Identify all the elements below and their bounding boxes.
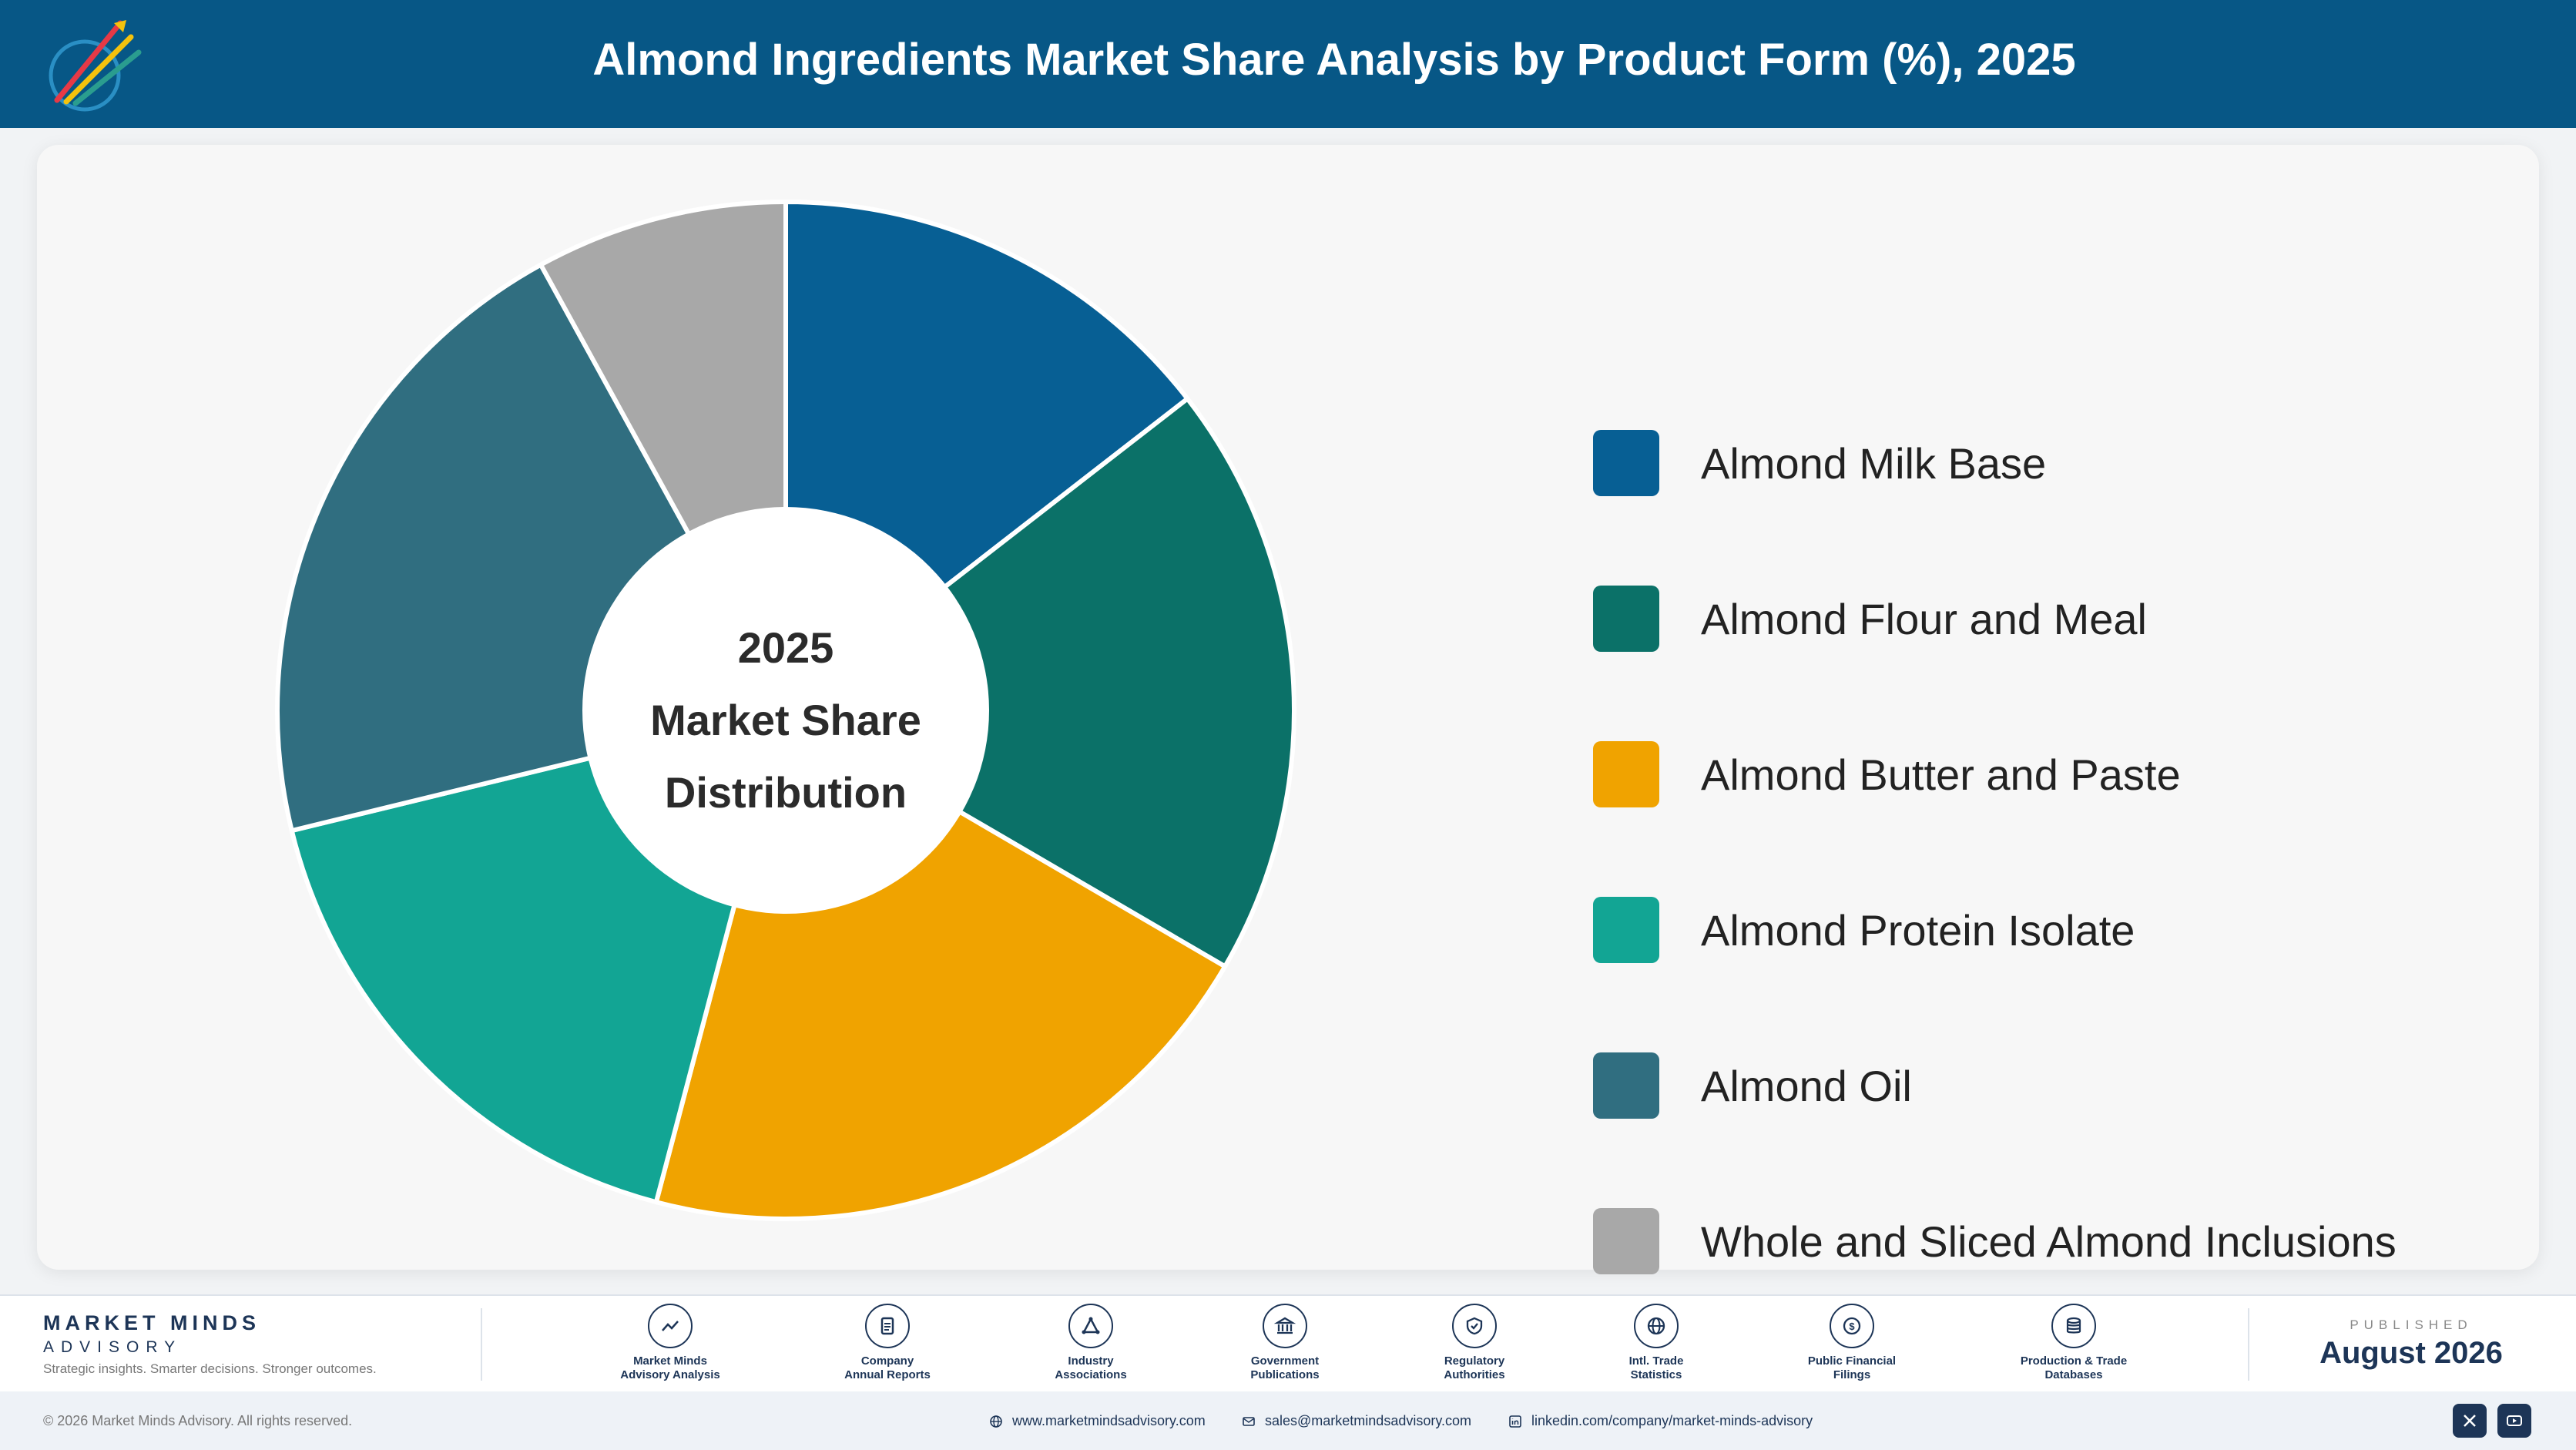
source-item: Government Publications [1200, 1304, 1370, 1382]
x-social-button[interactable] [2453, 1404, 2487, 1438]
legend-swatch [1593, 430, 1659, 496]
document-icon [865, 1304, 910, 1348]
legend-swatch [1593, 741, 1659, 807]
source-label: Production & Trade Databases [2020, 1354, 2128, 1381]
linkedin-link[interactable]: linkedin.com/company/market-minds-adviso… [1508, 1413, 1813, 1429]
source-label: Industry Associations [1055, 1354, 1127, 1381]
globe-icon [1634, 1304, 1679, 1348]
source-item: Market Minds Advisory Analysis [585, 1304, 755, 1382]
chart-card: 2025 Market Share Distribution Almond Mi… [37, 145, 2539, 1274]
published-block: PUBLISHED August 2026 [2265, 1317, 2558, 1371]
center-label-line-1: 2025 [738, 623, 834, 672]
footer: MARKET MINDS ADVISORY Strategic insights… [0, 1294, 2576, 1393]
globe-icon [990, 1415, 1002, 1428]
trend-icon [648, 1304, 693, 1348]
published-date: August 2026 [2319, 1336, 2503, 1370]
legend-item: Whole and Sliced Almond Inclusions [1593, 1208, 2397, 1274]
legend-swatch [1593, 1208, 1659, 1274]
x-icon [2464, 1415, 2476, 1427]
page-title: Almond Ingredients Market Share Analysis… [592, 35, 2076, 85]
youtube-social-button[interactable] [2497, 1404, 2531, 1438]
legend-label: Whole and Sliced Almond Inclusions [1701, 1217, 2397, 1266]
legend-item: Almond Flour and Meal [1593, 586, 2397, 652]
legend-swatch [1593, 897, 1659, 963]
legend-item: Almond Oil [1593, 1052, 2397, 1119]
legend-label: Almond Protein Isolate [1701, 905, 2135, 955]
linkedin-icon [1509, 1415, 1521, 1428]
source-label: Market Minds Advisory Analysis [620, 1354, 720, 1381]
legend-label: Almond Butter and Paste [1701, 750, 2181, 799]
source-item: Company Annual Reports [803, 1304, 972, 1382]
legend-item: Almond Butter and Paste [1593, 741, 2397, 807]
website-text: www.marketmindsadvisory.com [1012, 1413, 1206, 1428]
source-item: Regulatory Authorities [1390, 1304, 1559, 1382]
source-label: Company Annual Reports [844, 1354, 931, 1381]
published-label: PUBLISHED [2350, 1317, 2473, 1332]
legend-item: Almond Protein Isolate [1593, 897, 2397, 963]
legend-item: Almond Milk Base [1593, 430, 2397, 496]
email-link[interactable]: sales@marketmindsadvisory.com [1242, 1413, 1471, 1429]
pie-slice-almond-flour-and-meal [783, 396, 1296, 969]
header-bar: Almond Ingredients Market Share Analysis… [0, 0, 2576, 128]
brand-tagline: Strategic insights. Smarter decisions. S… [43, 1361, 377, 1376]
legend-swatch [1593, 1052, 1659, 1119]
footer-brand: MARKET MINDS ADVISORY Strategic insights… [43, 1311, 377, 1377]
svg-text:$: $ [1849, 1321, 1855, 1332]
mail-icon [1243, 1416, 1255, 1426]
brand-subtitle: ADVISORY [43, 1338, 183, 1356]
linkedin-text: linkedin.com/company/market-minds-adviso… [1531, 1413, 1813, 1428]
legend-label: Almond Flour and Meal [1701, 594, 2147, 643]
source-item: Industry Associations [1006, 1304, 1176, 1382]
database-icon [2051, 1304, 2096, 1348]
website-link[interactable]: www.marketmindsadvisory.com [989, 1413, 1206, 1429]
legend-label: Almond Milk Base [1701, 438, 2047, 488]
source-label: Intl. Trade Statistics [1628, 1354, 1684, 1381]
footer-divider [2248, 1308, 2249, 1381]
shield-icon [1452, 1304, 1497, 1348]
brand-name: MARKET MINDS [43, 1311, 260, 1334]
logo-icon [49, 20, 142, 112]
source-label: Government Publications [1250, 1354, 1320, 1381]
copyright-text: © 2026 Market Minds Advisory. All rights… [43, 1413, 353, 1428]
bottom-bar: © 2026 Market Minds Advisory. All rights… [0, 1391, 2576, 1450]
coin-icon: $ [1830, 1304, 1874, 1348]
source-item: $ Public Financial Filings [1767, 1304, 1937, 1382]
center-label-line-2: Market Share [650, 696, 921, 744]
center-label-line-3: Distribution [665, 768, 907, 817]
chart-legend: Almond Milk Base Almond Flour and Meal A… [1593, 430, 2397, 1364]
youtube-icon [2507, 1415, 2522, 1426]
donut-chart: 2025 Market Share Distribution [275, 200, 1296, 1221]
footer-divider [481, 1308, 482, 1381]
building-icon [1263, 1304, 1307, 1348]
source-item: Production & Trade Databases [1989, 1304, 2158, 1382]
source-label: Public Financial Filings [1807, 1354, 1897, 1381]
legend-label: Almond Oil [1701, 1061, 1912, 1110]
legend-swatch [1593, 586, 1659, 652]
email-text: sales@marketmindsadvisory.com [1265, 1413, 1472, 1428]
source-label: Regulatory Authorities [1444, 1354, 1505, 1381]
donut-hole [582, 507, 989, 914]
source-item: Intl. Trade Statistics [1571, 1304, 1741, 1382]
network-icon [1068, 1304, 1113, 1348]
